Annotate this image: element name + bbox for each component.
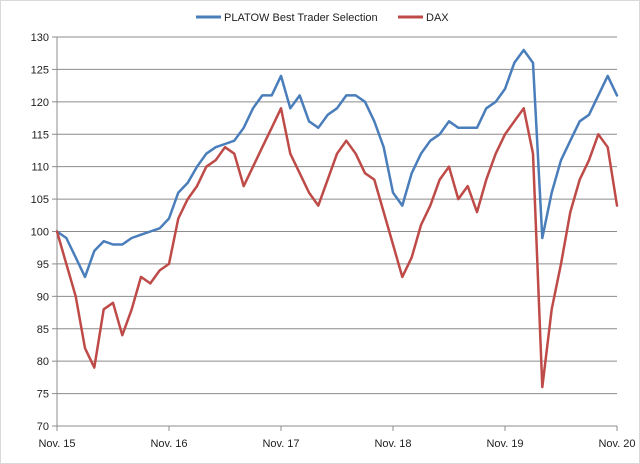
series-lines — [55, 48, 619, 389]
x-tick-labels: Nov. 15 Nov. 16 Nov. 17 Nov. 18 Nov. 19 Nov. … — [38, 438, 635, 450]
y-tick-label: 70 — [37, 421, 49, 433]
x-tick-label: Nov. 17 — [262, 438, 299, 450]
series-line-dax — [55, 107, 619, 389]
series-line-platow — [55, 48, 619, 279]
y-tick-label: 110 — [31, 162, 49, 174]
y-tick-labels: 70 75 80 85 90 95 100 105 110 115 120 125 130 — [31, 32, 49, 433]
legend-label-platow: PLATOW Best Trader Selection — [224, 12, 378, 24]
y-tick-label: 100 — [31, 227, 49, 239]
y-tick-label: 75 — [37, 389, 49, 401]
gridlines — [57, 36, 617, 427]
y-tick-label: 130 — [31, 32, 49, 44]
axes — [52, 36, 618, 431]
y-tick-label: 90 — [37, 291, 49, 303]
y-tick-label: 105 — [31, 194, 49, 206]
x-tick-label: Nov. 19 — [486, 438, 523, 450]
legend-label-dax: DAX — [426, 12, 449, 24]
y-tick-label: 80 — [37, 356, 49, 368]
y-tick-label: 95 — [37, 259, 49, 271]
y-tick-label: 125 — [31, 64, 49, 76]
y-tick-label: 85 — [37, 324, 49, 336]
x-tick-label: Nov. 18 — [374, 438, 411, 450]
legend: PLATOW Best Trader Selection DAX — [196, 12, 449, 24]
x-tick-label: Nov. 16 — [150, 438, 187, 450]
x-tick-label: Nov. 20 — [598, 438, 635, 450]
y-tick-label: 120 — [31, 97, 49, 109]
x-tick-label: Nov. 15 — [38, 438, 75, 450]
y-tick-label: 115 — [31, 129, 49, 141]
